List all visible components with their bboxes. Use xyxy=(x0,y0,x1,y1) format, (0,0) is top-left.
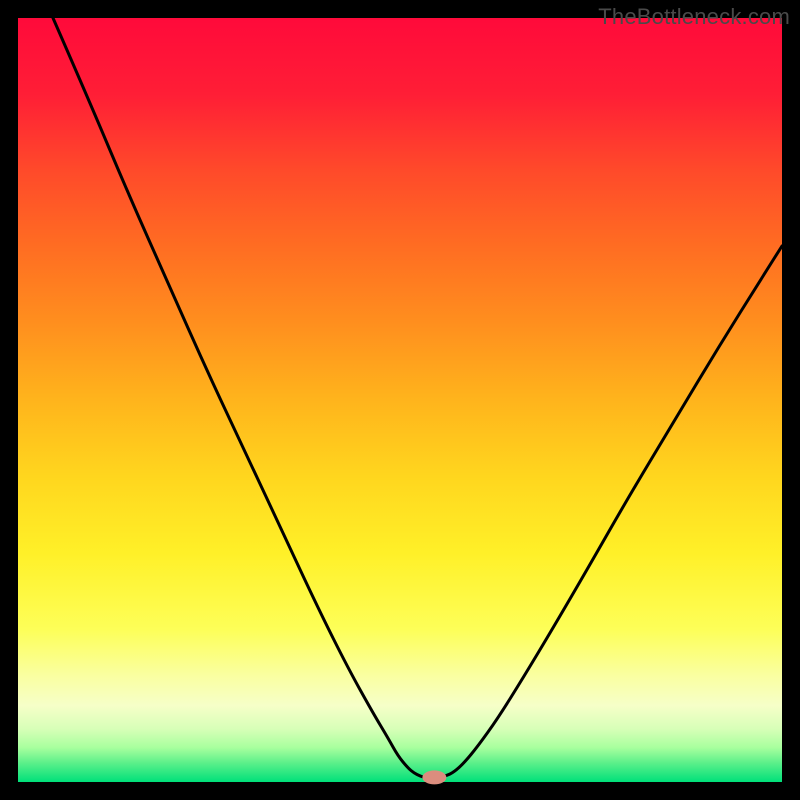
optimal-point-marker xyxy=(422,770,446,784)
bottleneck-chart xyxy=(0,0,800,800)
chart-container: TheBottleneck.com xyxy=(0,0,800,800)
plot-background-gradient xyxy=(18,18,782,782)
watermark-text: TheBottleneck.com xyxy=(598,4,790,30)
